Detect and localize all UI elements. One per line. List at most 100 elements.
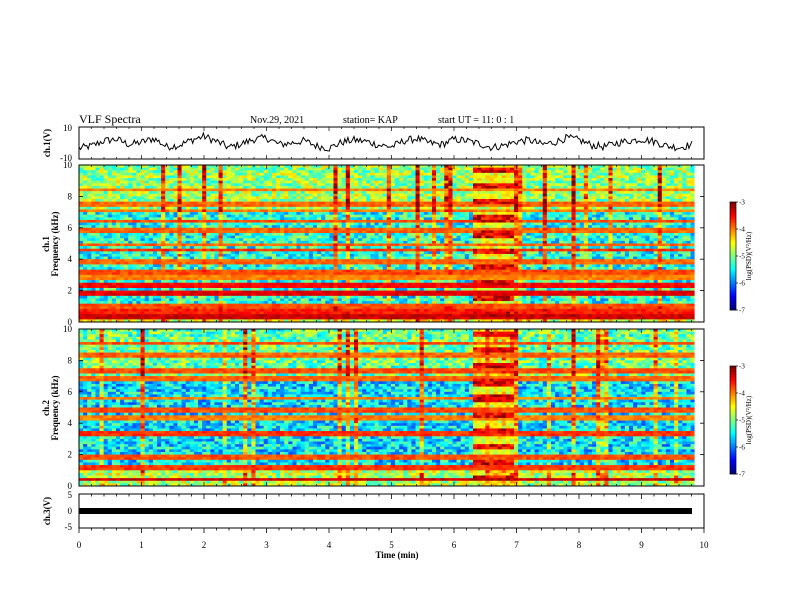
spectrogram-cell: [600, 209, 605, 213]
spectrogram-cell: [399, 167, 404, 171]
spectrogram-cell: [423, 240, 429, 244]
spectrogram-cell: [156, 219, 162, 223]
spectrogram-cell: [333, 206, 338, 210]
spectrogram-cell: [120, 230, 125, 234]
spectrogram-cell: [103, 172, 109, 176]
spectrogram-cell: [514, 243, 519, 247]
spectrogram-cell: [497, 180, 503, 184]
spectrogram-cell: [628, 209, 634, 213]
spectrogram-cell: [214, 175, 219, 179]
spectrogram-cell: [534, 209, 539, 213]
spectrogram-cell: [509, 235, 515, 239]
spectrogram-cell: [132, 233, 137, 236]
spectrogram-cell: [440, 172, 445, 176]
spectrogram-cell: [263, 217, 269, 221]
spectrogram-cell: [518, 217, 523, 221]
spectrogram-cell: [128, 206, 133, 210]
spectrogram-cell: [300, 240, 306, 244]
spectrogram-cell: [686, 199, 691, 202]
spectrogram-cell: [583, 193, 589, 197]
spectrogram-cell: [189, 193, 195, 197]
spectrogram-cell: [263, 214, 269, 218]
spectrogram-cell: [193, 219, 199, 223]
spectrogram-cell: [522, 225, 527, 229]
spectrogram-cell: [370, 225, 375, 229]
spectrogram-cell: [616, 230, 622, 234]
spectrogram-cell: [345, 183, 351, 187]
spectrogram-cell: [177, 219, 182, 223]
spectrogram-cell: [608, 217, 613, 221]
spectrogram-cell: [616, 246, 622, 250]
spectrogram-cell: [497, 188, 503, 192]
spectrogram-cell: [300, 178, 306, 181]
spectrogram-cell: [501, 193, 507, 197]
spectrogram-cell: [239, 248, 244, 252]
spectrogram-cell: [403, 233, 408, 236]
spectrogram-cell: [468, 206, 474, 210]
spectrogram-cell: [120, 191, 125, 195]
spectrogram-cell: [111, 219, 117, 223]
spectrogram-cell: [173, 219, 178, 223]
spectrogram-cell: [382, 175, 388, 179]
spectrogram-cell: [206, 204, 211, 208]
spectrogram-cell: [542, 167, 548, 171]
spectrogram-cell: [583, 238, 589, 242]
spectrogram-cell: [431, 178, 437, 181]
spectrogram-cell: [690, 204, 695, 208]
spectrogram-cell: [616, 175, 622, 179]
spectrogram-cell: [226, 212, 232, 216]
spectrogram-cell: [690, 206, 695, 210]
spectrogram-cell: [473, 246, 478, 250]
spectrogram-cell: [415, 199, 420, 202]
spectrogram-cell: [485, 240, 490, 244]
spectrogram-cell: [665, 246, 671, 250]
spectrogram-cell: [87, 204, 92, 208]
spectrogram-cell: [415, 214, 420, 218]
spectrogram-cell: [604, 175, 609, 179]
spectrogram-cell: [177, 206, 182, 210]
spectrogram-cell: [645, 212, 650, 216]
spectrogram-cell: [255, 204, 260, 208]
spectrogram-cell: [612, 172, 617, 176]
spectrogram-cell: [148, 222, 154, 226]
spectrogram-cell: [271, 201, 277, 205]
spectrogram-cell: [378, 180, 383, 184]
spectrogram-cell: [325, 199, 330, 202]
spectrogram-cell: [550, 246, 556, 250]
spectrogram-cell: [612, 167, 617, 171]
spectrogram-cell: [682, 209, 687, 213]
spectrogram-cell: [378, 217, 383, 221]
spectrogram-cell: [596, 193, 601, 197]
spectrogram-cell: [628, 219, 634, 223]
spectrogram-cell: [477, 178, 482, 181]
spectrogram-cell: [633, 225, 638, 229]
spectrogram-cell: [95, 214, 100, 218]
spectrogram-cell: [460, 217, 466, 221]
spectrogram-cell: [464, 167, 470, 171]
spectrogram-cell: [308, 188, 314, 192]
spectrogram-cell: [530, 167, 535, 171]
spectrogram-cell: [592, 227, 597, 231]
spectrogram-cell: [243, 175, 248, 179]
spectrogram-cell: [612, 235, 617, 239]
spectrogram-cell: [280, 170, 285, 174]
spectrogram-cell: [620, 183, 626, 187]
spectrogram-cell: [337, 214, 342, 218]
spectrogram-cell: [317, 172, 322, 176]
spectrogram-cell: [382, 219, 388, 223]
spectrogram-cell: [362, 165, 367, 168]
spectrogram-cell: [485, 191, 490, 195]
spectrogram-cell: [124, 201, 129, 205]
spectrogram-cell: [255, 199, 260, 202]
spectrogram-cell: [530, 233, 535, 236]
spectrogram-cell: [592, 188, 597, 192]
spectrogram-cell: [542, 209, 548, 213]
spectrogram-cell: [682, 246, 687, 250]
spectrogram-cell: [608, 178, 613, 181]
spectrogram-cell: [538, 225, 544, 229]
spectrogram-cell: [329, 243, 334, 247]
spectrogram-cell: [399, 243, 404, 247]
spectrogram-cell: [390, 227, 396, 231]
spectrogram-cell: [600, 243, 605, 247]
spectrogram-cell: [571, 212, 576, 216]
